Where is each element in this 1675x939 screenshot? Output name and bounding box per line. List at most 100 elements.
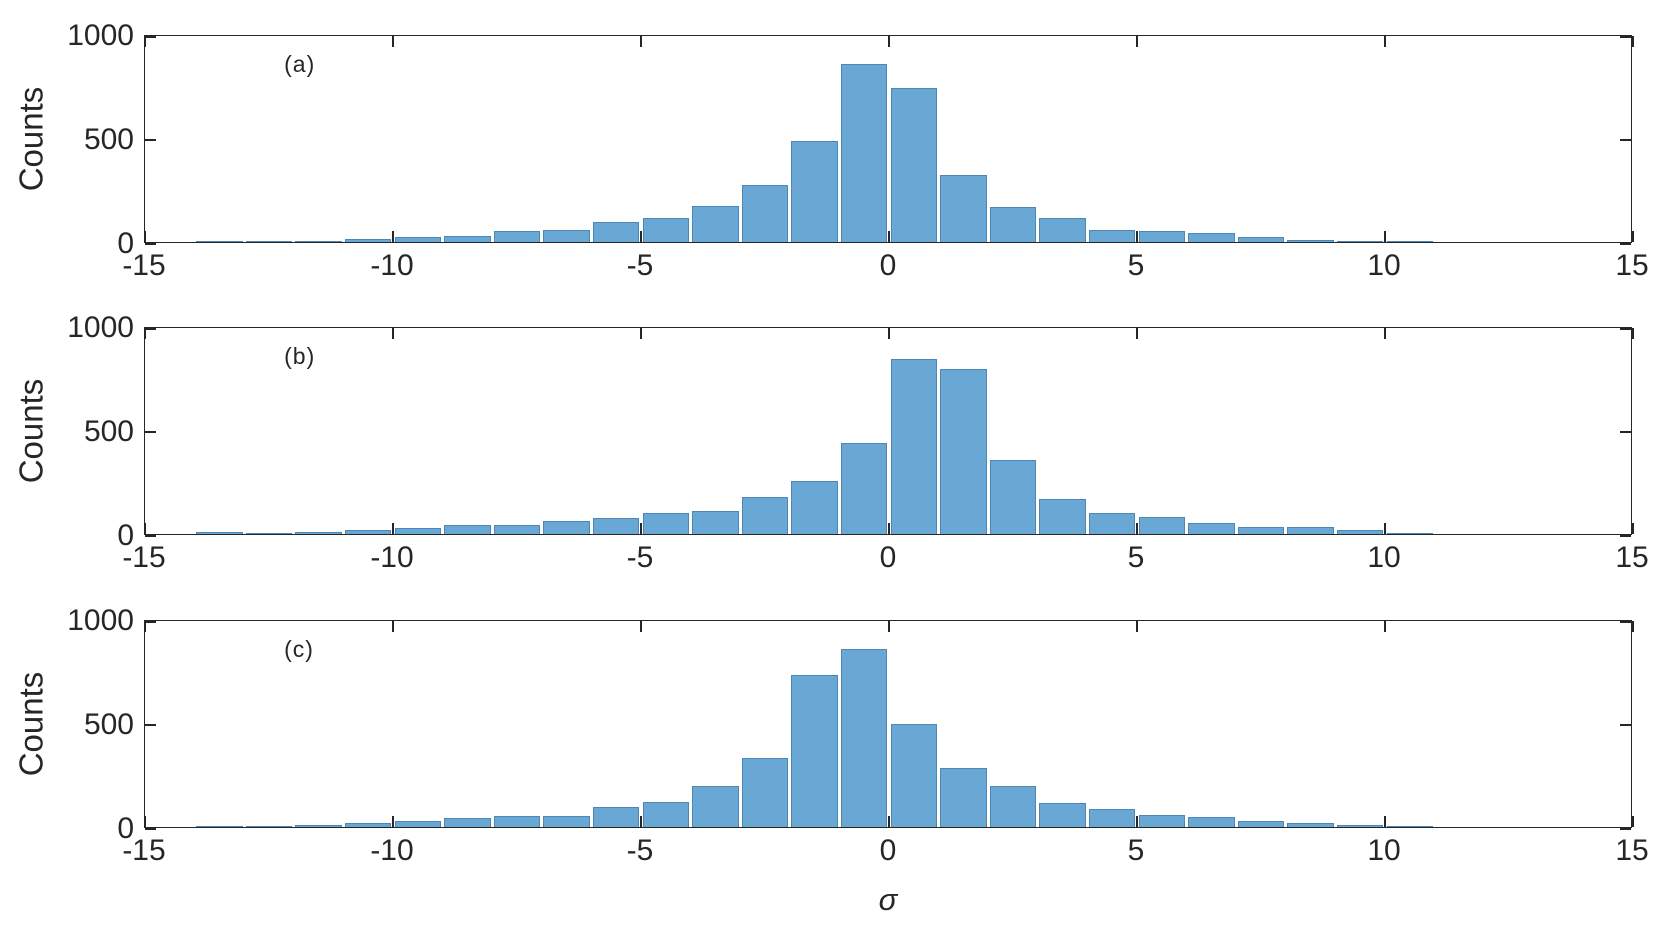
histogram-bar: [295, 824, 342, 827]
panel-label-c: (c): [284, 636, 314, 662]
x-tick: [144, 816, 146, 827]
plot-area-a: (a): [144, 35, 1634, 245]
histogram-bar: [642, 801, 690, 827]
x-tick-label: 0: [879, 541, 897, 574]
histogram-bar: [1088, 808, 1136, 827]
x-tick: [392, 523, 394, 534]
x-tick-label: -5: [626, 834, 654, 867]
x-tick-label: 10: [1367, 249, 1401, 282]
x-tick: [888, 328, 890, 339]
histogram-bar: [1188, 232, 1235, 242]
histogram-bar: [890, 723, 938, 827]
x-tick-label: 5: [1127, 541, 1145, 574]
histogram-bar: [543, 230, 590, 242]
x-tick-label: -15: [122, 834, 166, 867]
x-tick-label: 15: [1615, 541, 1649, 574]
x-tick-label: 10: [1367, 834, 1401, 867]
y-tick: [1620, 828, 1631, 830]
x-tick: [1136, 231, 1138, 242]
x-tick: [1384, 621, 1386, 632]
y-tick: [1620, 431, 1631, 433]
x-tick: [1384, 816, 1386, 827]
histogram-bar: [741, 496, 789, 534]
y-tick: [145, 328, 156, 330]
y-tick: [145, 535, 156, 537]
y-tick: [145, 139, 156, 141]
histogram-bar: [1188, 522, 1235, 534]
plot-area-c: (c): [144, 620, 1634, 830]
histogram-bar: [493, 525, 541, 534]
histogram-bar: [642, 512, 690, 534]
histogram-bar: [1386, 825, 1434, 827]
y-axis-label-counts: Counts: [12, 378, 50, 484]
histogram-bar: [543, 815, 590, 827]
histogram-bar: [890, 358, 938, 534]
x-tick-label: -15: [122, 249, 166, 282]
histogram-bar: [1138, 230, 1186, 242]
x-tick: [1632, 621, 1634, 632]
histogram-bar: [444, 235, 491, 242]
x-tick: [1384, 231, 1386, 242]
x-tick: [1136, 328, 1138, 339]
histogram-bar: [196, 826, 243, 827]
histogram-bar: [642, 218, 690, 242]
histogram-bar: [1039, 499, 1086, 534]
x-tick: [1136, 621, 1138, 632]
x-tick-label: 15: [1615, 834, 1649, 867]
x-tick: [392, 36, 394, 47]
histogram-bar: [245, 825, 293, 827]
histogram-bar: [196, 241, 243, 242]
x-tick: [888, 523, 890, 534]
histogram-bar: [1088, 512, 1136, 534]
histogram-bar: [444, 524, 491, 534]
histogram-bar: [989, 785, 1037, 827]
x-tick: [640, 328, 642, 339]
histogram-bar: [989, 207, 1037, 242]
x-tick: [1384, 36, 1386, 47]
histogram-bar: [444, 818, 491, 827]
histogram-bar: [1336, 240, 1384, 242]
histogram-bar: [295, 240, 342, 242]
y-tick: [1620, 36, 1631, 38]
histogram-bar: [1336, 530, 1384, 534]
histogram-bar: [890, 88, 938, 242]
x-tick: [1136, 36, 1138, 47]
histogram-bar: [692, 510, 739, 534]
histogram-bar: [245, 241, 293, 242]
x-tick-label: -10: [370, 834, 414, 867]
x-tick: [1136, 816, 1138, 827]
y-tick-label: 0: [117, 812, 134, 845]
histogram-bar: [741, 184, 789, 242]
y-tick: [145, 431, 156, 433]
y-tick-label: 500: [83, 708, 134, 741]
histogram-bar: [1138, 516, 1186, 534]
histogram-bar: [1088, 229, 1136, 242]
x-tick-label: -10: [370, 541, 414, 574]
y-tick: [1620, 724, 1631, 726]
x-tick-label: 0: [879, 834, 897, 867]
histogram-bar: [344, 529, 392, 534]
y-tick: [1620, 328, 1631, 330]
x-tick-label: -5: [626, 249, 654, 282]
x-tick: [144, 621, 146, 632]
x-tick: [1632, 36, 1634, 47]
x-tick-label: -15: [122, 541, 166, 574]
y-tick: [1620, 621, 1631, 623]
y-tick-label: 500: [83, 123, 134, 156]
x-tick: [1632, 523, 1634, 534]
histogram-bar: [840, 442, 888, 534]
histogram-bar: [1237, 526, 1285, 534]
histogram-bar: [543, 521, 590, 534]
x-tick: [144, 231, 146, 242]
histogram-bar: [791, 140, 838, 242]
histogram-bar: [245, 532, 293, 534]
histogram-bar: [1386, 241, 1434, 242]
histogram-bar: [692, 786, 739, 827]
x-tick-label: 10: [1367, 541, 1401, 574]
y-tick: [145, 243, 156, 245]
histogram-bar: [1287, 527, 1334, 534]
x-tick: [1632, 816, 1634, 827]
x-tick-label: 0: [879, 249, 897, 282]
histogram-bar: [493, 230, 541, 242]
